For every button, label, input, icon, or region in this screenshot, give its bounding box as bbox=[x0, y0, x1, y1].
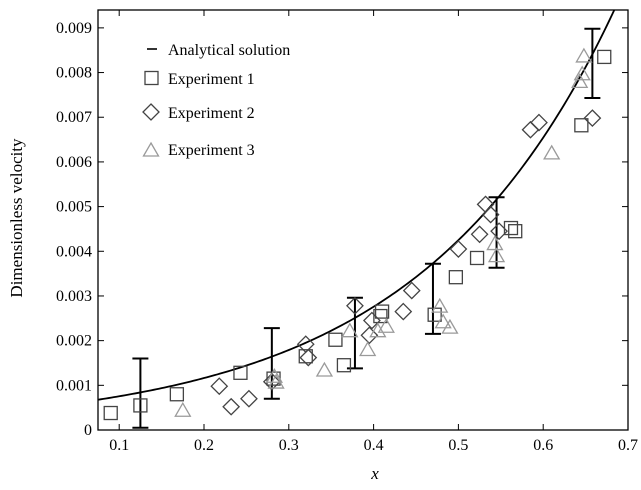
square-point bbox=[469, 250, 485, 266]
square-point bbox=[336, 358, 352, 373]
triangle-point bbox=[543, 144, 561, 160]
legend-label-analytical: Analytical solution bbox=[168, 42, 290, 59]
y-tick-label: 0.003 bbox=[56, 288, 92, 305]
x-tick-label: 0.4 bbox=[364, 437, 384, 454]
triangle-point bbox=[573, 65, 591, 81]
x-tick-label: 0.5 bbox=[448, 437, 468, 454]
series-experiment-3 bbox=[174, 47, 593, 417]
square-point bbox=[427, 307, 442, 322]
series-experiment-2 bbox=[210, 109, 602, 416]
square-point bbox=[328, 332, 343, 347]
error-bar bbox=[488, 196, 505, 269]
triangle-point bbox=[265, 367, 284, 383]
y-tick-label: 0.006 bbox=[56, 154, 92, 171]
x-tick-label: 0.1 bbox=[109, 437, 129, 454]
diamond-point bbox=[299, 348, 318, 367]
triangle-point bbox=[486, 235, 504, 251]
triangle-point bbox=[377, 317, 395, 333]
square-point bbox=[103, 405, 118, 421]
y-tick-label: 0.001 bbox=[56, 377, 92, 394]
y-tick-label: 0 bbox=[84, 422, 92, 439]
diamond-point bbox=[362, 311, 381, 330]
y-tick-label: 0.004 bbox=[56, 243, 92, 260]
diamond-point bbox=[360, 326, 379, 345]
triangle-point bbox=[267, 373, 285, 389]
points-layer bbox=[103, 47, 612, 421]
triangle-point bbox=[431, 297, 449, 313]
square-point bbox=[169, 387, 185, 402]
triangle-point bbox=[434, 313, 452, 329]
error-bar bbox=[424, 262, 441, 335]
diamond-point bbox=[262, 372, 281, 391]
diamond-point bbox=[222, 397, 241, 416]
diamond-point bbox=[583, 109, 602, 128]
x-tick-label: 0.6 bbox=[533, 437, 553, 454]
y-tick-label: 0.005 bbox=[56, 199, 92, 216]
triangle-point bbox=[174, 401, 192, 417]
legend-label-experiment-1: Experiment 1 bbox=[168, 71, 255, 88]
legend: Analytical solution Experiment 1 Experim… bbox=[142, 42, 290, 159]
analytical-curve bbox=[97, 9, 616, 401]
square-point bbox=[133, 398, 148, 413]
square-point bbox=[373, 308, 388, 324]
diamond-point bbox=[402, 281, 421, 300]
error-bar bbox=[584, 27, 601, 100]
axes-layer: 0.1 0.2 0.3 0.4 0.5 0.6 0.7 0 0.001 0.002 0.003 0.0… bbox=[56, 10, 638, 454]
triangle-point bbox=[341, 322, 359, 338]
error-bar bbox=[132, 357, 149, 429]
error-bar-layer bbox=[132, 27, 601, 429]
y-tick-label: 0.009 bbox=[56, 20, 92, 37]
y-axis-title: Dimensionless velocity bbox=[7, 138, 26, 298]
diamond-point bbox=[346, 296, 364, 315]
x-tick-label: 0.3 bbox=[279, 437, 299, 454]
triangle-point bbox=[487, 247, 506, 263]
triangle-point bbox=[441, 318, 459, 334]
triangle-point bbox=[369, 322, 387, 338]
legend-diamond-marker bbox=[142, 103, 160, 121]
diamond-point bbox=[530, 113, 548, 132]
diamond-point bbox=[394, 302, 413, 321]
curve-layer bbox=[97, 9, 616, 401]
triangle-point bbox=[575, 47, 593, 63]
error-bar bbox=[263, 327, 280, 400]
triangle-point bbox=[359, 341, 377, 357]
square-point bbox=[448, 270, 464, 285]
legend-square-marker bbox=[144, 70, 159, 86]
triangle-point bbox=[315, 361, 334, 377]
square-point bbox=[574, 118, 589, 133]
square-point bbox=[374, 304, 390, 319]
square-point bbox=[508, 224, 523, 239]
series-experiment-1 bbox=[103, 49, 612, 421]
diamond-point bbox=[521, 120, 540, 139]
x-tick-label: 0.2 bbox=[194, 437, 214, 454]
legend-label-experiment-3: Experiment 3 bbox=[168, 142, 255, 159]
triangle-point bbox=[571, 73, 589, 89]
y-tick-label: 0.002 bbox=[56, 333, 92, 350]
x-axis-title: x bbox=[370, 464, 379, 483]
diamond-point bbox=[470, 225, 489, 244]
legend-label-experiment-2: Experiment 2 bbox=[168, 105, 255, 122]
y-tick-label: 0.007 bbox=[56, 109, 92, 126]
legend-triangle-marker bbox=[142, 141, 160, 157]
diamond-point bbox=[481, 205, 500, 224]
diamond-point bbox=[240, 389, 258, 408]
diamond-point bbox=[490, 222, 509, 241]
x-tick-label: 0.7 bbox=[618, 437, 638, 454]
diamond-point bbox=[449, 240, 468, 258]
plot-frame bbox=[97, 9, 629, 431]
diamond-point bbox=[210, 377, 229, 396]
square-point bbox=[597, 49, 612, 65]
y-tick-label: 0.008 bbox=[56, 65, 92, 82]
square-point bbox=[233, 365, 248, 380]
